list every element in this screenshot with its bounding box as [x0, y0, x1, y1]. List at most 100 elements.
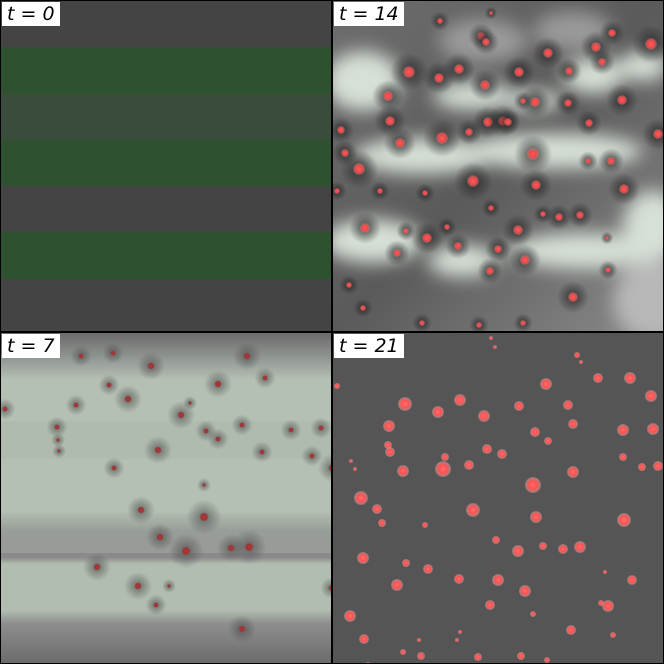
cell	[377, 188, 383, 194]
cell-halo	[318, 454, 331, 482]
cell	[558, 544, 568, 554]
cell	[624, 372, 636, 384]
cell	[73, 402, 79, 408]
cell	[603, 570, 607, 574]
cell	[244, 542, 254, 552]
cell	[417, 652, 425, 660]
cell	[458, 630, 462, 634]
cell	[56, 438, 60, 442]
cell	[385, 116, 395, 126]
cells	[333, 6, 663, 331]
dim-stripe	[1, 94, 331, 140]
cell	[423, 564, 433, 574]
cell	[610, 632, 616, 638]
green-stripe	[1, 140, 331, 186]
green-stripe	[1, 47, 331, 94]
panel-t7-image	[1, 333, 331, 663]
cell	[568, 292, 578, 302]
cell	[579, 360, 583, 364]
cell	[605, 236, 609, 240]
cell	[398, 397, 412, 411]
cell	[353, 163, 365, 175]
cell	[403, 66, 415, 78]
cell	[638, 463, 646, 471]
cell	[238, 625, 246, 633]
cell	[488, 205, 494, 211]
cell	[202, 483, 206, 487]
cells	[1, 342, 331, 643]
cell	[489, 11, 493, 15]
cell	[619, 184, 629, 194]
cell	[574, 352, 580, 358]
cell	[566, 625, 576, 635]
cell	[181, 546, 191, 556]
cell	[441, 453, 449, 461]
cell	[444, 224, 450, 230]
cell	[645, 38, 657, 50]
cell	[563, 400, 573, 410]
cell	[110, 350, 116, 356]
panel-t21-image	[333, 333, 663, 663]
cell	[486, 267, 494, 275]
cell	[137, 506, 145, 514]
cell	[530, 611, 536, 617]
cell	[455, 638, 459, 642]
cell	[476, 322, 482, 328]
cell	[359, 634, 369, 644]
cell	[124, 395, 132, 403]
cell	[525, 477, 541, 493]
cell	[111, 465, 117, 471]
cell	[167, 584, 171, 588]
cell	[493, 345, 497, 349]
cell	[480, 80, 490, 90]
cell	[585, 158, 591, 164]
cell	[544, 657, 550, 663]
cell	[465, 128, 473, 136]
cell	[328, 585, 331, 591]
cell	[54, 424, 60, 430]
cell	[574, 541, 586, 553]
cell	[485, 600, 495, 610]
cell	[262, 375, 268, 381]
pale-regions	[333, 11, 663, 331]
cell	[492, 536, 500, 544]
cell	[617, 424, 629, 436]
cell	[494, 245, 502, 253]
cell	[344, 610, 356, 622]
cell	[514, 67, 524, 77]
panel-t0-image	[1, 1, 331, 331]
cell	[540, 211, 546, 217]
cell	[466, 503, 480, 517]
cell	[520, 255, 530, 265]
cell	[504, 118, 512, 126]
cell	[2, 406, 8, 412]
cell	[540, 378, 552, 390]
cell	[564, 99, 572, 107]
cell	[422, 190, 428, 196]
cell	[512, 545, 524, 557]
cell	[607, 157, 615, 165]
cell	[454, 394, 466, 406]
cell	[454, 574, 464, 584]
panel-label: t = 0	[2, 2, 60, 26]
cell	[653, 129, 663, 139]
cell	[57, 449, 61, 453]
cell	[177, 411, 185, 419]
cell	[419, 320, 425, 326]
cell	[400, 649, 406, 655]
cell	[349, 459, 353, 463]
cell	[243, 352, 251, 360]
panel-t21: t = 21	[333, 333, 663, 663]
cell	[576, 211, 584, 219]
panel-t7: t = 7	[1, 333, 331, 663]
cell	[309, 453, 315, 459]
panel-t14: t = 14	[333, 1, 663, 331]
cell	[517, 652, 525, 660]
cell	[365, 662, 371, 663]
cell	[357, 552, 369, 564]
cell	[437, 18, 443, 24]
cell	[402, 559, 410, 567]
cell	[288, 427, 294, 433]
cell	[514, 401, 524, 411]
